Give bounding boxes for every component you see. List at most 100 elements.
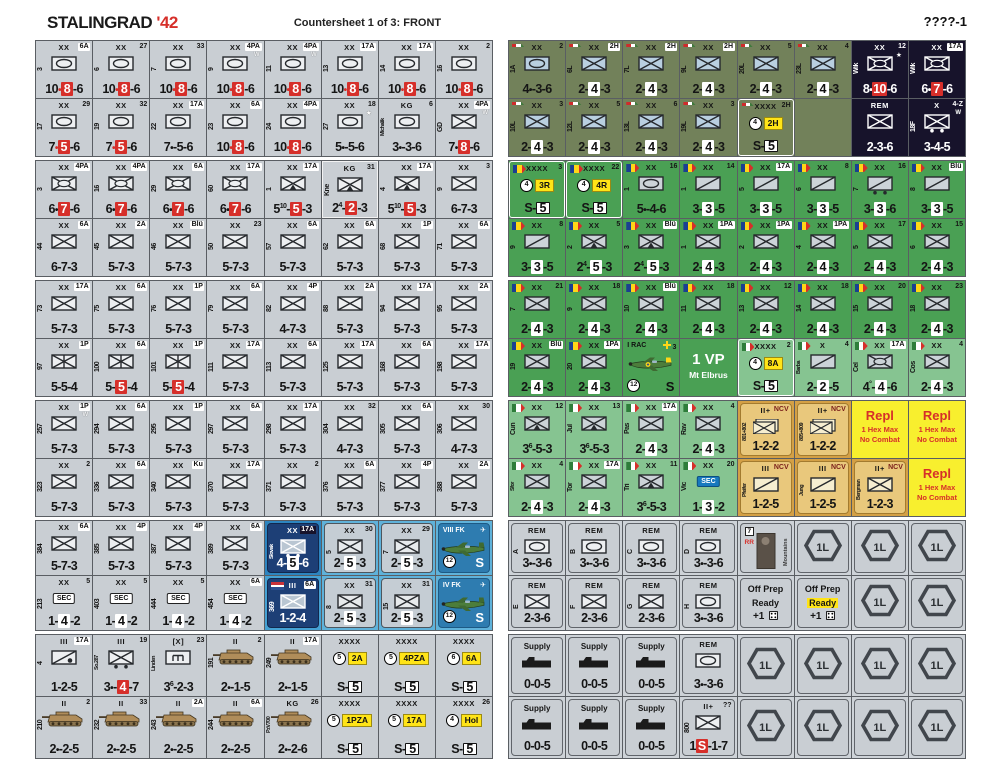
counter-repl[interactable]: Repl 1 Hex Max No Combat: [908, 459, 966, 517]
counter-d[interactable]: REM D 3•-3-6: [680, 521, 738, 576]
counter-249[interactable]: II 17A 249 2•-1-5: [264, 635, 322, 697]
counter-454[interactable]: XX 6A 454 SEC 1- 4 -2: [207, 576, 265, 631]
counter-7[interactable]: XX 16 7 3- 3 -6: [851, 161, 909, 219]
counter-michalik[interactable]: KG 6 Michalik 3•-3-6: [378, 99, 436, 157]
counter-9[interactable]: XX 8 9 3- 3 -5: [509, 219, 567, 277]
counter-hq-6a[interactable]: XXXX 6 6A S- 5: [435, 635, 493, 697]
counter-125[interactable]: XX 17A 125 5-7-3: [321, 339, 379, 397]
counter-jung[interactable]: III NCV Jung 1-2-5: [794, 459, 852, 517]
counter-10l[interactable]: XX 3 10L 2- 4 -3: [509, 99, 567, 157]
counter-20l[interactable]: XX 5 20L 2- 4 -3: [737, 41, 795, 99]
counter-6l[interactable]: XX 2H 6L 2- 4 -3: [566, 41, 624, 99]
counter-jul[interactable]: XX 13 Jul 36-5-3: [566, 401, 624, 459]
counter-supply[interactable]: Supply 0-0-5: [566, 697, 624, 759]
counter-3[interactable]: XX Blü 3 24- 5 -3: [623, 219, 681, 277]
counter-7[interactable]: XX 29 7 2- 5 -3: [378, 521, 436, 576]
counter-air-viii-fk[interactable]: VIII FK ✈ 12 S: [435, 521, 493, 576]
counter-801-802[interactable]: II+ NCV 801+802 1-2-2: [737, 401, 795, 459]
counter-298[interactable]: XX 17A 298 5-7-3: [264, 401, 322, 459]
counter-supply[interactable]: Supply 0-0-5: [509, 697, 567, 759]
counter-57[interactable]: XX 6A 57 5-7-3: [264, 219, 322, 277]
counter-95[interactable]: XX 2A 95 5-7-3: [435, 281, 493, 339]
counter-198[interactable]: XX 17A 198 5-7-3: [435, 339, 493, 397]
counter-257[interactable]: XX 1P W 257 5-7-3: [36, 401, 94, 459]
counter-cel[interactable]: XX 17A Cel 4°- 4 -6: [851, 339, 909, 397]
counter-1l-marker[interactable]: 1L: [794, 635, 852, 697]
counter-29[interactable]: XX 6A 29 6• 7 -6: [150, 161, 208, 219]
counter-336[interactable]: XX 6A 336 5-7-3: [93, 459, 151, 517]
counter-11[interactable]: XX 4PA W 11 10• 8 -6: [264, 41, 322, 99]
counter-1l-marker[interactable]: 1L: [851, 697, 909, 759]
counter-3[interactable]: XX 4PA 3 6• 7 -6: [36, 161, 94, 219]
counter-6[interactable]: XX 27 6 10• 8 -6: [93, 41, 151, 99]
counter-168[interactable]: XX 6A 168 5-7-3: [378, 339, 436, 397]
counter-f[interactable]: REM F 2-3-6: [566, 576, 624, 631]
counter-387[interactable]: XX 4P 387 5-7-3: [150, 521, 208, 576]
counter-wik[interactable]: XX 12 ★ Wik 8•10-6: [851, 41, 909, 99]
counter-323[interactable]: XX 2 323 5-7-3: [36, 459, 94, 517]
counter-16[interactable]: XX 2 16 10• 8 -6: [435, 41, 493, 99]
counter-pfeifer[interactable]: III NCV Pfeifer 1-2-5: [737, 459, 795, 517]
counter-8[interactable]: XX Blü 8 3- 3 -5: [908, 161, 966, 219]
counter-supply[interactable]: Supply 0-0-5: [623, 697, 681, 759]
counter-gd[interactable]: XX 4PA W GD 7• 8 -6: [435, 99, 493, 157]
counter-340[interactable]: XX Ku 340 5-7-3: [150, 459, 208, 517]
counter-bergman[interactable]: II+ NCV Bergman 1-2-3: [851, 459, 909, 517]
counter-2[interactable]: XX 1PA 2 2- 4 -3: [737, 219, 795, 277]
counter-50[interactable]: XX 23 50 5-7-3: [207, 219, 265, 277]
counter-hq-2a[interactable]: XXXX 5 2A S- 5: [321, 635, 379, 697]
counter-air-i-rac[interactable]: I RAC 3 12 S: [623, 339, 681, 397]
counter-377[interactable]: XX 4P 377 5-7-3: [378, 459, 436, 517]
counter-7[interactable]: XX 21 7 2- 4 -3: [509, 281, 567, 339]
counter-barba[interactable]: X 4 Barba 2- 2 -5: [794, 339, 852, 397]
counter-191[interactable]: II 2 191 2•-1-5: [207, 635, 265, 697]
counter-so-287[interactable]: III 19 So.287 3•- 4 -7: [93, 635, 151, 697]
counter-2[interactable]: XX 5 2 24- 5 -3: [566, 219, 624, 277]
counter-19[interactable]: XX Blü 19 2- 4 -3: [509, 339, 567, 397]
counter-13[interactable]: XX 17A 13 10• 8 -6: [321, 41, 379, 99]
counter-slovak[interactable]: XX 17A Slovak 4- 5 -6: [264, 521, 322, 576]
counter-13l[interactable]: XX 6 13L 2- 4 -3: [623, 99, 681, 157]
counter-294[interactable]: XX 6A 294 5-7-3: [93, 401, 151, 459]
counter-62[interactable]: XX 6A 62 5-7-3: [321, 219, 379, 277]
counter-4[interactable]: XX 1PA 4 2- 4 -3: [794, 219, 852, 277]
counter-tor[interactable]: XX 17A Tor 2- 4 -3: [566, 459, 624, 517]
counter-supply[interactable]: Supply 0-0-5: [623, 635, 681, 697]
counter-1l-marker[interactable]: 1L: [908, 576, 966, 631]
counter-1[interactable]: XX 14 1 3- 3 -5: [680, 161, 738, 219]
counter-kne[interactable]: KG 31 Kne 24- 2 -3: [321, 161, 379, 219]
counter-pzv700[interactable]: KG 26 PzV700 2•-2-6: [264, 697, 322, 759]
counter-hq-3r[interactable]: XXXX 3 4 3R S- 5: [509, 161, 567, 219]
counter-wik[interactable]: XX 17A Wik 6• 7 -6: [908, 41, 966, 99]
counter-243[interactable]: II 2A 243 2•-2-5: [150, 697, 208, 759]
counter-1l-marker[interactable]: 1L: [908, 521, 966, 576]
counter-hq-8a[interactable]: XXXX 2 4 8A S- 5: [737, 339, 795, 397]
counter-16[interactable]: XX 4PA 16 6• 7 -6: [93, 161, 151, 219]
counter-305[interactable]: XX 6A 305 5-7-3: [378, 401, 436, 459]
counter-389[interactable]: XX 6A 389 5-7-3: [207, 521, 265, 576]
counter-8[interactable]: XX 31 8 2- 5 -3: [321, 576, 379, 631]
counter-1l-marker[interactable]: 1L: [851, 576, 909, 631]
counter-100[interactable]: XX 6A 100 5- 5 -4: [93, 339, 151, 397]
counter-15[interactable]: XX 31 15 2- 5 -3: [378, 576, 436, 631]
counter-210[interactable]: II 2 210 2•-2-5: [36, 697, 94, 759]
counter-6[interactable]: XX 15 6 2- 4 -3: [908, 219, 966, 277]
counter-c[interactable]: REM C 3•-3-6: [623, 521, 681, 576]
counter-b[interactable]: REM B 3•-3-6: [566, 521, 624, 576]
counter-76[interactable]: XX 1P 76 5-7-3: [150, 281, 208, 339]
counter-71[interactable]: XX 6A 71 5-7-3: [435, 219, 493, 277]
counter-1l-marker[interactable]: 1L: [737, 635, 795, 697]
counter-101[interactable]: XX 1P 101 5- 5 -4: [150, 339, 208, 397]
counter-14[interactable]: XX 17A 14 10• 8 -6: [378, 41, 436, 99]
counter-hq-2h[interactable]: XXXX 2H 4 2H S- 5: [737, 99, 795, 157]
counter-6[interactable]: XX 8 6 3- 3 -5: [794, 161, 852, 219]
counter-1[interactable]: XX 1PA 1 2- 4 -3: [680, 219, 738, 277]
counter-15[interactable]: XX 20 15 2- 4 -3: [851, 281, 909, 339]
counter-44[interactable]: XX 6A 44 6-7-3: [36, 219, 94, 277]
counter-sfor[interactable]: XX 4 Sfor 2- 4 -3: [509, 459, 567, 517]
counter-7[interactable]: XX 33 7 10• 8 -6: [150, 41, 208, 99]
counter-14[interactable]: XX 18 14 2- 4 -3: [794, 281, 852, 339]
counter-19l[interactable]: XX 3 19L 2- 4 -3: [680, 99, 738, 157]
counter-hq-hol[interactable]: XXXX 26 4 Hol S- 5: [435, 697, 493, 759]
counter-385[interactable]: XX 4P 385 5-7-3: [93, 521, 151, 576]
